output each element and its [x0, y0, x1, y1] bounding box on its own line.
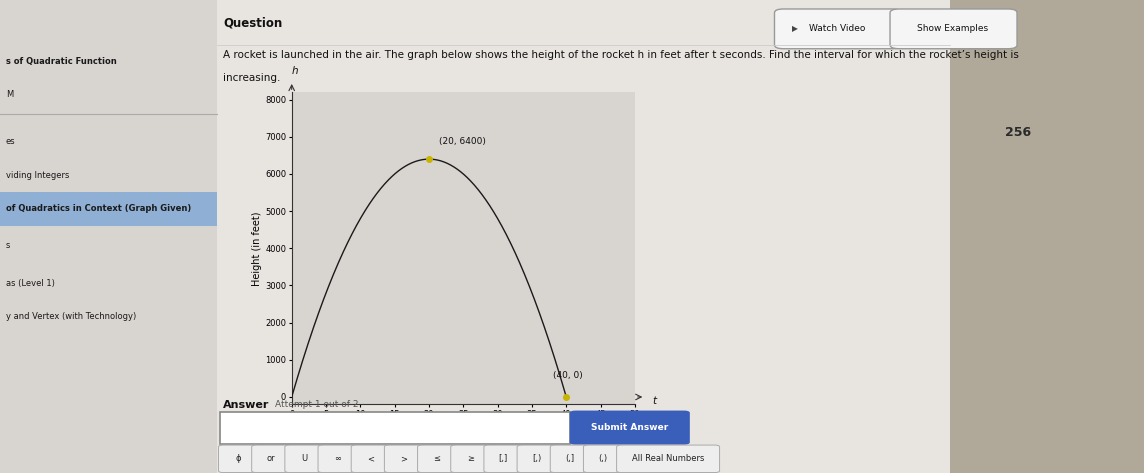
Text: h: h: [292, 66, 299, 76]
Text: increasing.: increasing.: [223, 73, 280, 83]
Text: Question: Question: [223, 17, 283, 29]
Text: <: <: [367, 454, 374, 464]
Text: M: M: [6, 90, 13, 99]
Text: ≥: ≥: [467, 454, 474, 464]
Text: Show Examples: Show Examples: [917, 24, 988, 34]
Text: Answer: Answer: [223, 400, 270, 410]
Text: Submit Answer: Submit Answer: [590, 423, 668, 432]
Text: (,): (,): [598, 454, 607, 464]
Text: y and Vertex (with Technology): y and Vertex (with Technology): [6, 312, 136, 322]
Text: (,]: (,]: [565, 454, 574, 464]
Text: ∞: ∞: [334, 454, 341, 464]
Y-axis label: Height (in feet): Height (in feet): [253, 211, 262, 286]
Text: s of Quadratic Function: s of Quadratic Function: [6, 57, 117, 66]
Text: ϕ: ϕ: [236, 454, 240, 464]
Text: t: t: [652, 396, 657, 406]
X-axis label: Time (in seconds): Time (in seconds): [420, 423, 507, 433]
Text: or: or: [267, 454, 276, 464]
Text: viding Integers: viding Integers: [6, 170, 69, 180]
Text: [,): [,): [532, 454, 541, 464]
Text: s: s: [6, 241, 10, 251]
Text: >: >: [400, 454, 407, 464]
Text: (40, 0): (40, 0): [553, 371, 582, 380]
Text: as (Level 1): as (Level 1): [6, 279, 55, 289]
Text: U: U: [301, 454, 308, 464]
Text: A rocket is launched in the air. The graph below shows the height of the rocket : A rocket is launched in the air. The gra…: [223, 50, 1019, 60]
Text: 256: 256: [1006, 126, 1031, 139]
Text: of Quadratics in Context (Graph Given): of Quadratics in Context (Graph Given): [6, 203, 191, 213]
Text: ▶: ▶: [792, 24, 797, 34]
Text: ≤: ≤: [434, 454, 440, 464]
Text: All Real Numbers: All Real Numbers: [631, 454, 705, 464]
Text: Watch Video: Watch Video: [809, 24, 866, 34]
Text: es: es: [6, 137, 15, 147]
Text: (20, 6400): (20, 6400): [439, 137, 486, 146]
Text: [,]: [,]: [499, 454, 508, 464]
Text: Attempt 1 out of 2: Attempt 1 out of 2: [275, 400, 358, 409]
